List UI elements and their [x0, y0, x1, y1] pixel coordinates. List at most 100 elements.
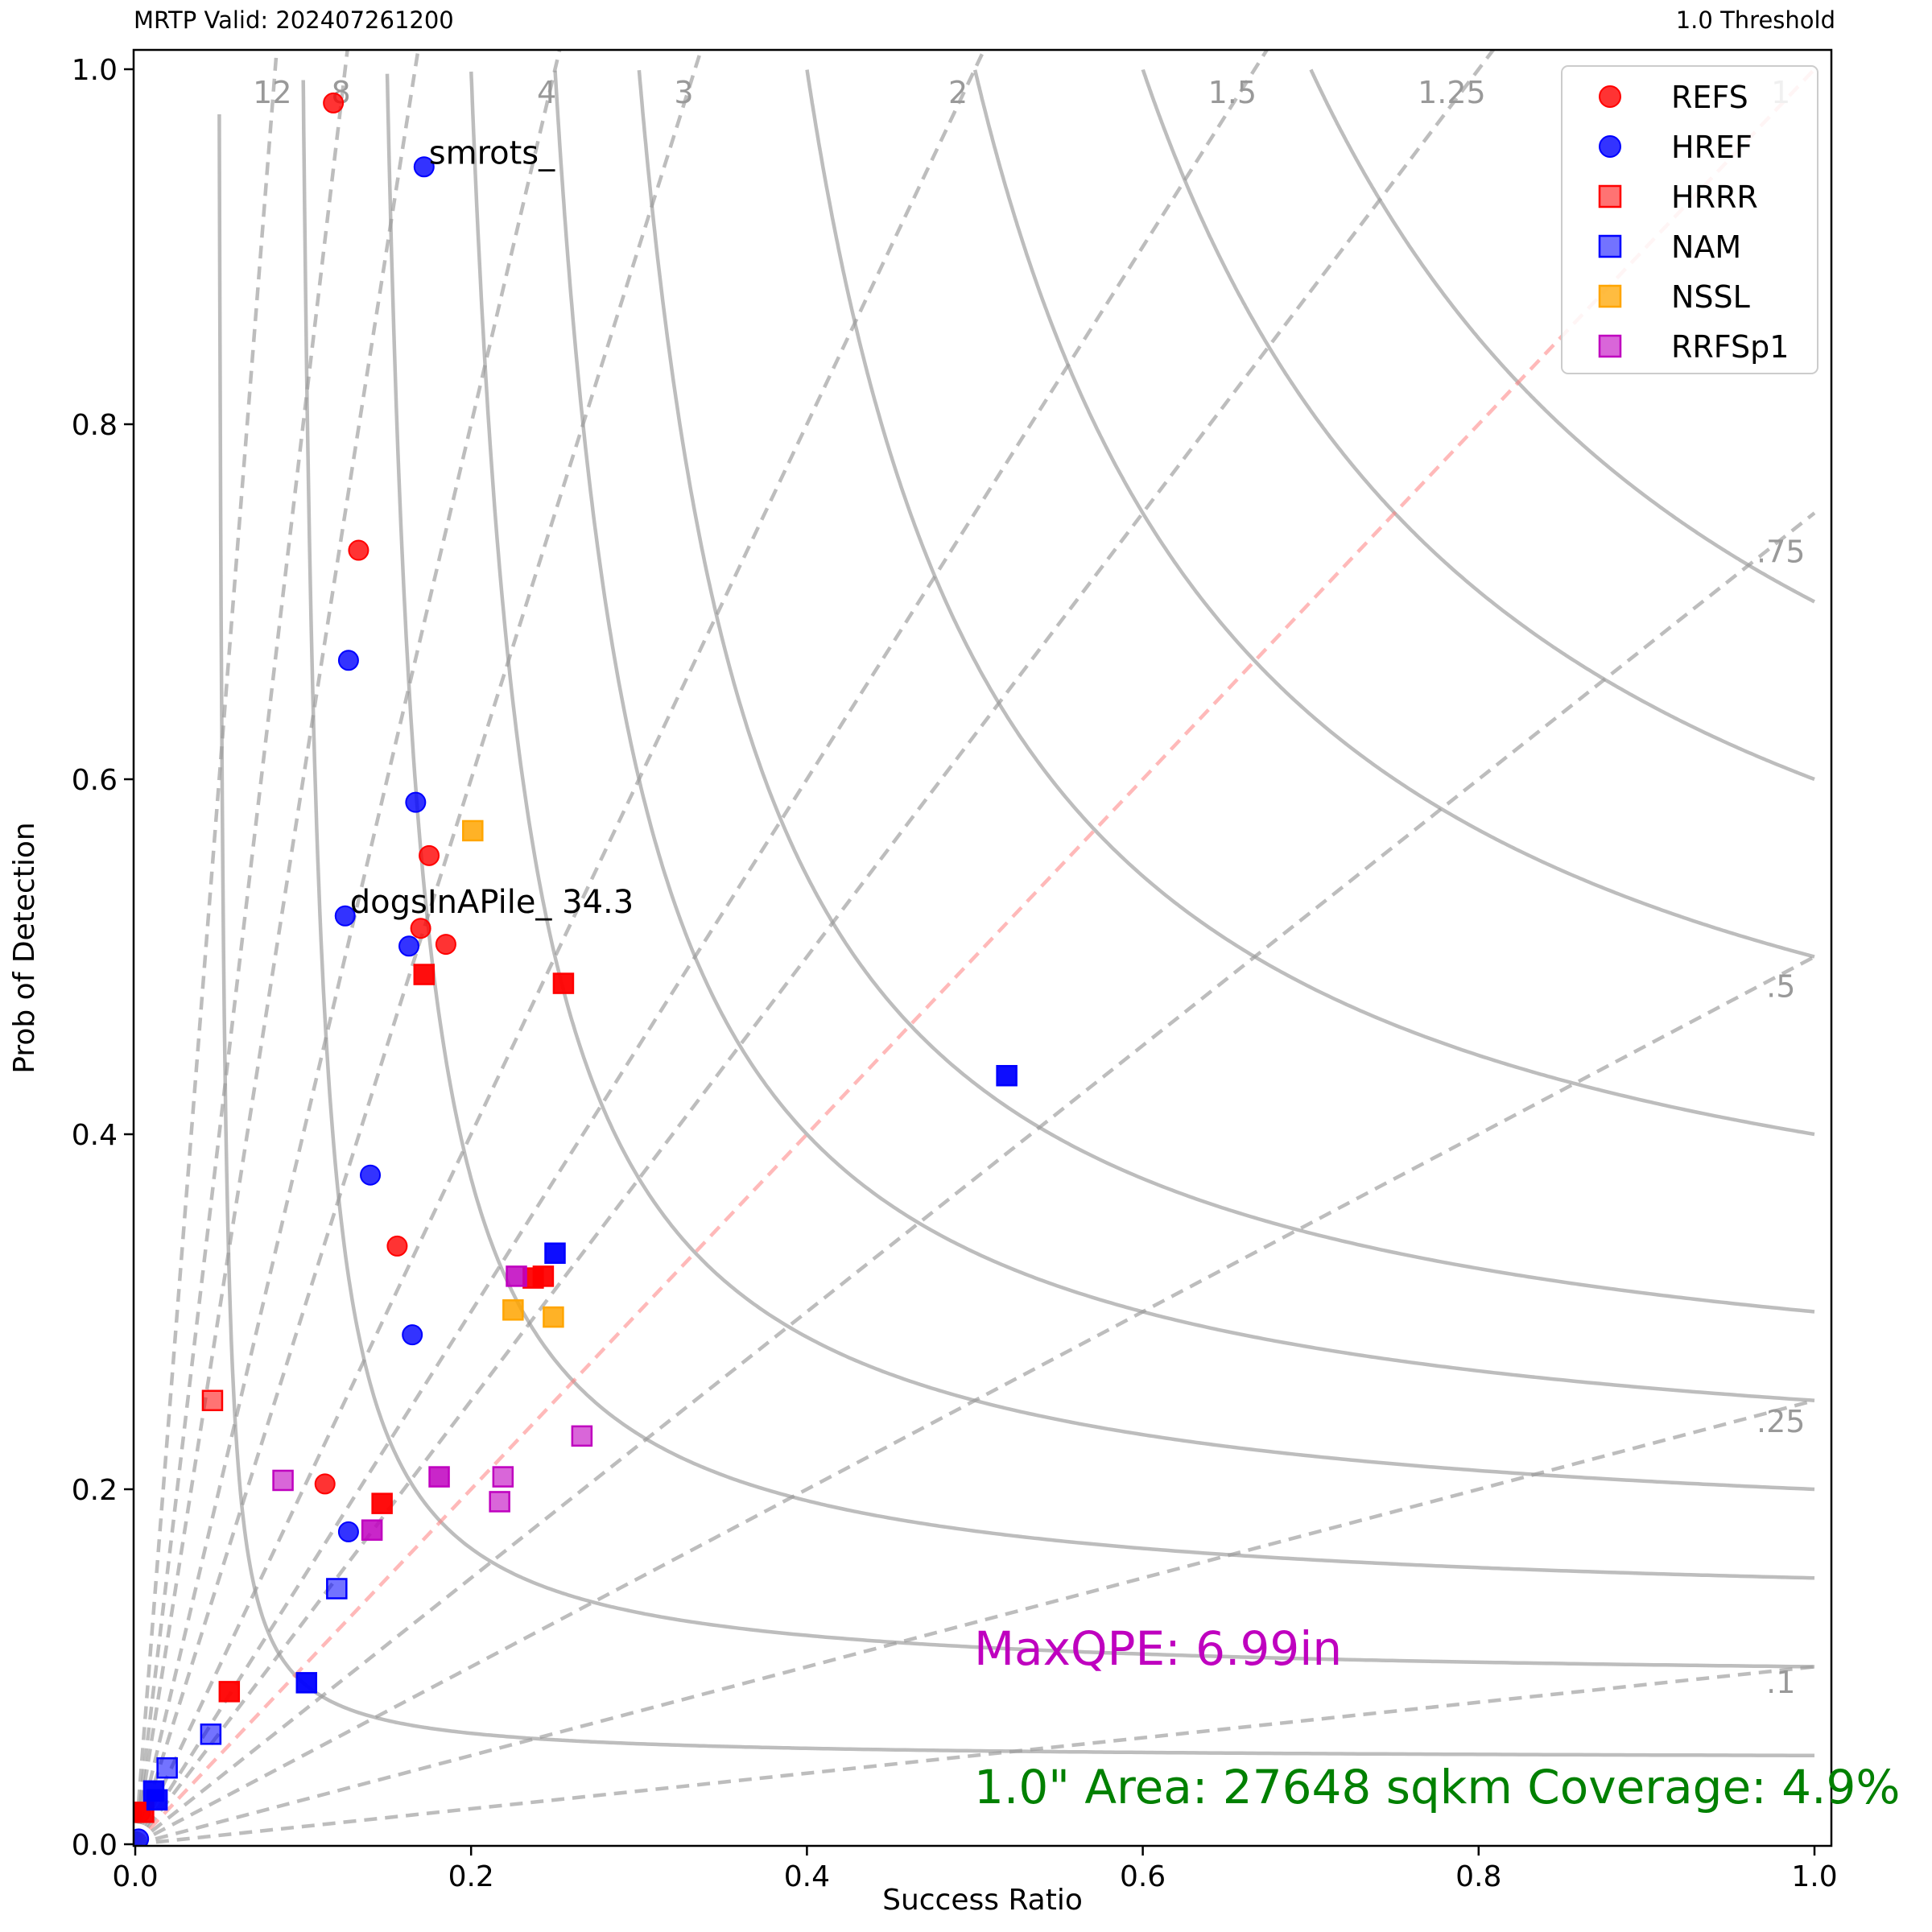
bias-label: 3 — [674, 75, 693, 110]
bias-line — [134, 50, 1496, 1846]
data-point-nam — [544, 1242, 566, 1264]
data-point-nam — [326, 1578, 348, 1600]
data-point-hrrr — [201, 1389, 224, 1411]
data-point-hrrr — [413, 964, 436, 985]
csi-curve — [385, 73, 1815, 1580]
csi-curve — [1309, 68, 1816, 604]
y-tick-label: 0.0 — [72, 1829, 118, 1862]
data-point-nam — [156, 1757, 178, 1779]
data-point-href — [405, 791, 427, 813]
point-annotation: dogsInAPile_ 34.3 — [350, 884, 634, 921]
legend-marker — [1599, 85, 1621, 108]
bias-label: 4 — [537, 75, 556, 110]
data-point-nssl — [543, 1306, 564, 1328]
data-point-nam — [295, 1672, 318, 1694]
x-tick-label: 0.8 — [1455, 1860, 1501, 1893]
bias-line — [134, 1665, 1815, 1846]
valid-time-label: MRTP Valid: 202407261200 — [134, 6, 454, 34]
bias-label: 2 — [948, 75, 968, 110]
bias-label: 1.25 — [1418, 75, 1486, 110]
legend-label: RRFSp1 — [1671, 329, 1789, 365]
bias-label: .1 — [1766, 1665, 1795, 1700]
csi-curve — [805, 69, 1815, 1137]
data-point-rrfsp1 — [361, 1519, 383, 1541]
bias-line — [134, 955, 1816, 1846]
legend-box — [1561, 65, 1818, 374]
data-point-refs — [419, 844, 440, 866]
y-tick-label: 0.2 — [72, 1474, 118, 1507]
data-point-href — [413, 156, 435, 178]
legend-marker — [1598, 334, 1622, 358]
y-tick-label: 1.0 — [72, 54, 118, 87]
data-point-href — [398, 935, 420, 957]
legend-label: NAM — [1671, 229, 1741, 265]
legend-marker — [1598, 234, 1622, 258]
data-point-refs — [410, 918, 431, 939]
data-point-hrrr — [552, 972, 575, 994]
plot-frame — [132, 48, 1833, 1847]
point-annotation: smrots_ — [429, 134, 555, 171]
data-point-refs — [323, 92, 345, 114]
x-axis-label: Success Ratio — [882, 1884, 1083, 1917]
data-point-nam — [200, 1724, 222, 1745]
csi-curve — [301, 80, 1815, 1669]
csi-curve — [1141, 69, 1815, 782]
area-coverage-note: 1.0" Area: 27648 sqkm Coverage: 4.9% — [974, 1760, 1901, 1814]
data-point-href — [337, 1521, 359, 1542]
data-point-hrrr — [218, 1681, 241, 1703]
y-tick-label: 0.6 — [72, 764, 118, 797]
y-tick-label: 0.8 — [72, 409, 118, 442]
y-axis-label: Prob of Detection — [8, 822, 41, 1073]
csi-curve — [553, 70, 1815, 1403]
data-point-nssl — [502, 1299, 524, 1321]
bias-line — [134, 68, 1816, 1846]
data-point-refs — [314, 1473, 336, 1495]
legend-label: REFS — [1671, 80, 1748, 115]
bias-line — [134, 50, 1269, 1846]
data-point-href — [334, 905, 356, 927]
bias-line — [134, 50, 704, 1845]
bias-label: 1.5 — [1208, 75, 1257, 110]
bias-line — [134, 50, 986, 1845]
csi-curve — [637, 70, 1815, 1314]
bias-label: .25 — [1757, 1404, 1805, 1439]
data-point-href — [337, 650, 359, 671]
data-point-nam — [996, 1064, 1018, 1087]
threshold-label: 1.0 Threshold — [1675, 6, 1835, 34]
x-tick-label: 0.0 — [112, 1860, 158, 1893]
data-point-nam — [146, 1789, 168, 1811]
data-point-rrfsp1 — [492, 1466, 514, 1488]
data-point-rrfsp1 — [489, 1491, 510, 1513]
legend-marker — [1598, 284, 1622, 308]
data-point-hrrr — [532, 1265, 555, 1287]
bias-label: 12 — [253, 75, 291, 110]
y-tick-label: 0.4 — [72, 1119, 118, 1152]
x-tick-label: 1.0 — [1791, 1860, 1837, 1893]
data-point-hrrr — [371, 1492, 393, 1514]
data-point-rrfsp1 — [428, 1466, 450, 1488]
x-tick-label: 0.2 — [448, 1860, 494, 1893]
bias-line — [134, 1398, 1815, 1846]
legend-label: NSSL — [1671, 279, 1750, 315]
x-tick-label: 0.6 — [1120, 1860, 1166, 1893]
legend-marker — [1599, 135, 1621, 158]
x-tick-label: 0.4 — [784, 1860, 830, 1893]
data-point-rrfsp1 — [272, 1469, 294, 1492]
data-point-refs — [348, 539, 369, 561]
bias-label: .5 — [1766, 969, 1795, 1005]
data-point-href — [360, 1164, 382, 1186]
bias-line — [134, 511, 1816, 1846]
csi-curve — [973, 69, 1815, 959]
bias-line — [134, 50, 562, 1845]
data-point-href — [402, 1324, 423, 1346]
maxqpe-note: MaxQPE: 6.99in — [974, 1621, 1342, 1676]
bias-label: .75 — [1757, 534, 1805, 569]
data-point-refs — [435, 934, 456, 956]
legend-label: HREF — [1671, 130, 1752, 165]
data-point-nssl — [462, 819, 484, 842]
data-point-refs — [386, 1235, 408, 1257]
data-point-href — [134, 1828, 150, 1846]
data-point-rrfsp1 — [506, 1265, 527, 1287]
legend-marker — [1598, 184, 1622, 208]
